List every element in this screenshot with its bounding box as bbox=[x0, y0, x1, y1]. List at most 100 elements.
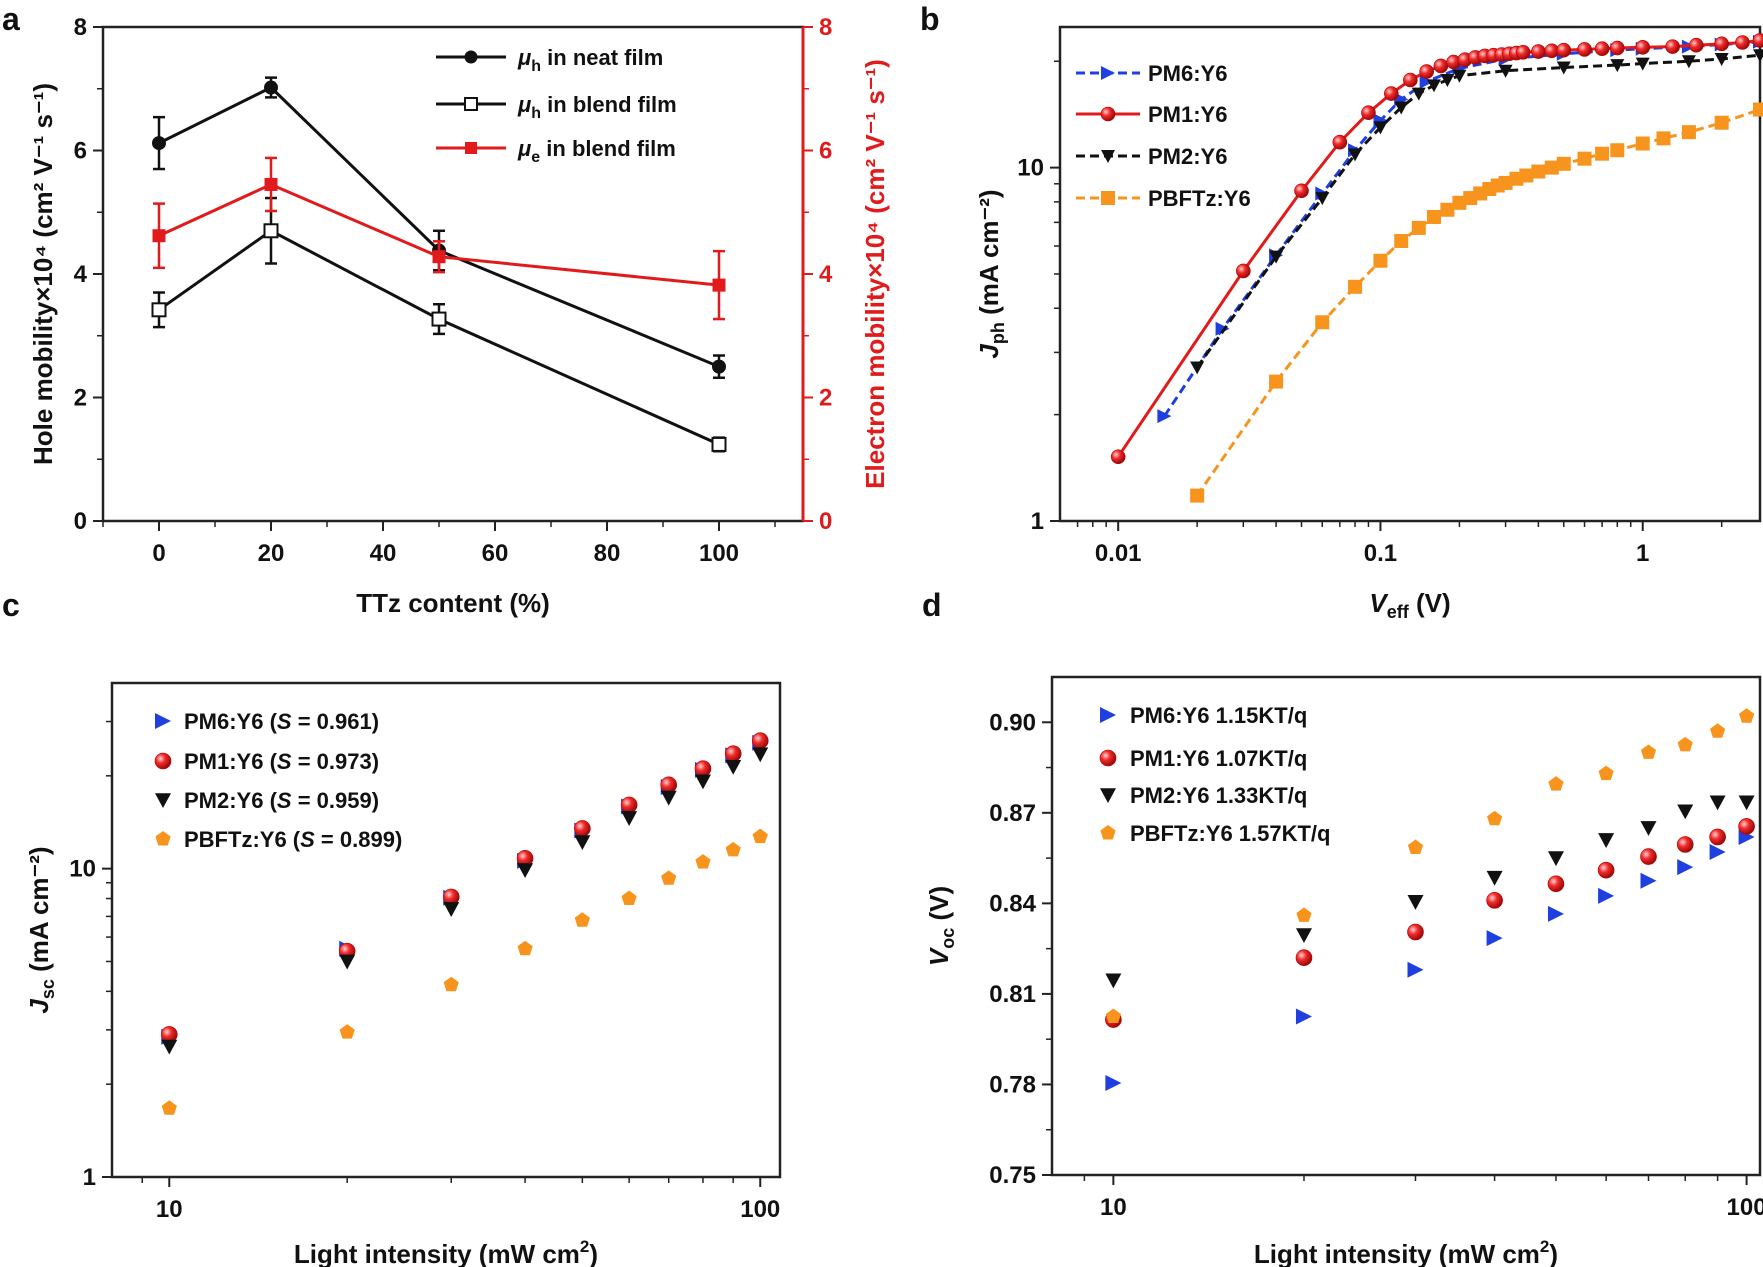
panel-c-series-2 bbox=[161, 747, 769, 1055]
panel-b-chart: 0.01 0.1 1 1 10 Veff (V) Jph (mA cm⁻²) PM6:Y… bbox=[974, 25, 1763, 622]
panel-c-legend-name: PM2:Y6 ( bbox=[184, 788, 278, 813]
panel-d-xlabel-close: ) bbox=[1549, 1239, 1558, 1267]
panel-label-a: a bbox=[2, 1, 20, 37]
panel-b-point bbox=[1714, 53, 1729, 66]
panel-d-ytick-label: 0.84 bbox=[989, 890, 1036, 917]
panel-b-point bbox=[1419, 64, 1434, 79]
panel-c-ylabel-unit: (mA cm⁻²) bbox=[24, 846, 54, 979]
panel-b-point bbox=[1577, 151, 1592, 166]
panel-a-point bbox=[151, 302, 167, 318]
panel-b-point bbox=[1610, 59, 1625, 73]
panel-d-ylabel-sub: oc bbox=[938, 928, 958, 949]
panel-c-point bbox=[660, 776, 678, 794]
panel-a-xtick-label: 100 bbox=[699, 540, 739, 567]
panel-b-legend-marker bbox=[1101, 191, 1115, 205]
panel-b-point bbox=[1419, 74, 1434, 89]
panel-d-series-1 bbox=[1105, 818, 1755, 1028]
panel-c-legend-label: PM2:Y6 (S = 0.959) bbox=[184, 788, 379, 813]
panel-b-point bbox=[1294, 183, 1309, 199]
panel-c-point bbox=[443, 976, 459, 992]
panel-a-legend-sub: e bbox=[531, 149, 540, 166]
panel-a-point bbox=[264, 80, 278, 95]
panel-a-series bbox=[151, 76, 727, 453]
panel-b-xlabel-unit: (V) bbox=[1409, 588, 1451, 618]
panel-b-point bbox=[1269, 250, 1284, 264]
panel-c-point bbox=[621, 811, 638, 826]
panel-b-point bbox=[1426, 79, 1441, 93]
panel-a-series-line bbox=[158, 229, 720, 446]
panel-b-point bbox=[1315, 315, 1330, 330]
panel-c-legend-name: PM1:Y6 ( bbox=[184, 749, 278, 774]
panel-d-point bbox=[1597, 861, 1615, 879]
panel-d-xlabel-sup: 2 bbox=[1540, 1237, 1549, 1256]
panel-b-point bbox=[1373, 121, 1388, 135]
panel-b-legend-marker bbox=[1101, 150, 1115, 163]
panel-d-point bbox=[1677, 859, 1694, 876]
panel-d-point bbox=[1676, 836, 1694, 853]
panel-b-xlabel-sub: eff bbox=[1387, 602, 1410, 622]
panel-b-point bbox=[1635, 136, 1650, 151]
panel-d-ylabel-unit: (V) bbox=[924, 886, 954, 928]
panel-c-legend-marker bbox=[155, 831, 171, 846]
panel-c-legend-name: PM6:Y6 ( bbox=[184, 709, 278, 734]
panel-d-point bbox=[1295, 928, 1312, 944]
panel-b-ylabel-unit: (mA cm⁻²) bbox=[974, 189, 1004, 322]
panel-c-legend-s: S bbox=[277, 709, 292, 734]
panel-a-ytick-label: 8 bbox=[74, 14, 87, 41]
panel-d-point bbox=[1105, 1008, 1121, 1023]
panel-c-point bbox=[694, 760, 712, 777]
panel-b-point bbox=[1498, 175, 1513, 190]
panel-c-point bbox=[574, 835, 591, 851]
panel-b-series-2 bbox=[1190, 49, 1763, 375]
panel-b-point bbox=[1190, 488, 1205, 503]
panel-c-ylabel-sub: sc bbox=[38, 979, 58, 999]
panel-c-frame bbox=[110, 681, 782, 1179]
panel-d-point bbox=[1640, 744, 1657, 759]
panel-d-point bbox=[1677, 736, 1693, 752]
panel-b-xtick-label: 0.01 bbox=[1095, 540, 1142, 567]
panel-d-point bbox=[1105, 1074, 1122, 1091]
panel-b-point bbox=[1403, 72, 1418, 88]
panel-c-ytick-label: 1 bbox=[83, 1164, 96, 1191]
panel-a-xtick-label: 80 bbox=[594, 540, 621, 567]
panel-c-series bbox=[160, 732, 769, 1115]
panel-d-series bbox=[1105, 708, 1755, 1091]
panel-a-point bbox=[431, 311, 447, 327]
panel-c-legend-marker bbox=[155, 713, 171, 729]
panel-b-series-line bbox=[1195, 53, 1761, 369]
panel-b-point bbox=[1394, 233, 1409, 248]
panel-a-xtick-label: 20 bbox=[258, 540, 285, 567]
panel-c-xtick-label: 10 bbox=[156, 1196, 183, 1223]
panel-b-point bbox=[1714, 36, 1729, 52]
panel-d-point bbox=[1547, 905, 1564, 922]
panel-c-legend-value: = 0.973) bbox=[292, 749, 379, 774]
panel-c-point bbox=[661, 870, 677, 885]
panel-c-legend-s: S bbox=[300, 827, 315, 852]
panel-b-point bbox=[1426, 209, 1441, 224]
panel-d-point bbox=[1709, 844, 1726, 861]
panel-c-legend-label: PM6:Y6 (S = 0.961) bbox=[184, 709, 379, 734]
panel-d-point bbox=[1487, 810, 1503, 826]
panel-c-point bbox=[751, 732, 769, 749]
panel-c-legend-value: = 0.961) bbox=[292, 709, 379, 734]
panel-b-point bbox=[1594, 41, 1610, 57]
panel-b-point bbox=[1752, 33, 1763, 48]
panel-b-point bbox=[1411, 87, 1426, 101]
panel-c-series-1 bbox=[160, 732, 769, 1043]
panel-b-point bbox=[1531, 164, 1546, 179]
panel-b-series-0 bbox=[1157, 34, 1763, 424]
panel-d-xlabel-main: Light intensity (mW cm bbox=[1254, 1239, 1540, 1267]
panel-a-ytick-right-label: 6 bbox=[819, 138, 832, 165]
panel-a-series-line bbox=[158, 182, 720, 287]
panel-d-point bbox=[1709, 828, 1726, 846]
panel-a-legend-sub: h bbox=[531, 58, 541, 75]
panel-b-point bbox=[1440, 74, 1455, 87]
panel-d-point bbox=[1407, 961, 1424, 978]
panel-b-point bbox=[1452, 69, 1467, 83]
panel-c-point bbox=[660, 790, 677, 806]
panel-b-point bbox=[1348, 279, 1363, 294]
panel-d-frame bbox=[1050, 675, 1762, 1177]
panel-b-series bbox=[1110, 33, 1763, 503]
panel-b-ytick-label: 10 bbox=[1017, 155, 1044, 182]
